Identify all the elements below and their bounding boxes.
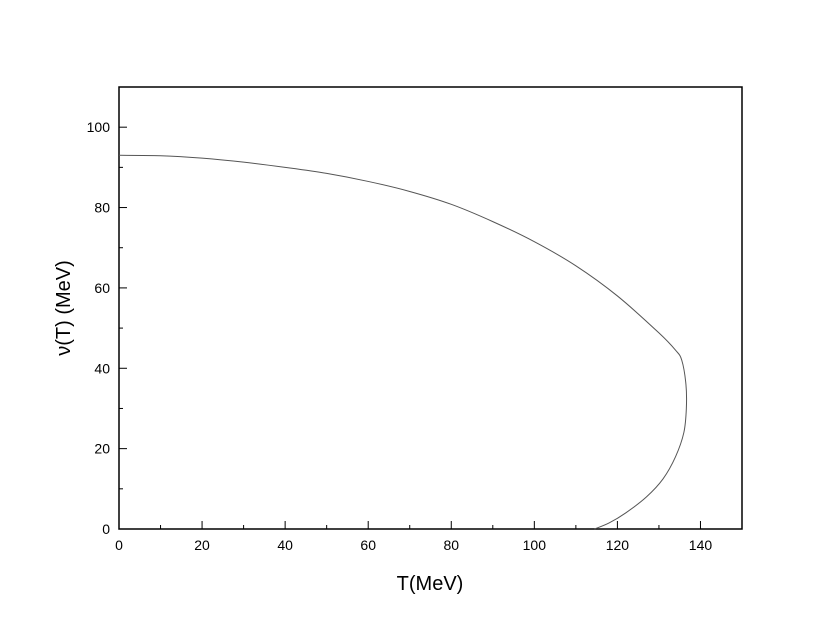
x-axis-ticks: 0 20 40 60 80 100 120 140 [115, 521, 743, 553]
y-axis-title: ν(T) (MeV) [53, 260, 75, 356]
x-tick-label: 20 [194, 537, 210, 553]
x-tick-label: 140 [689, 537, 713, 553]
y-tick-label: 40 [94, 360, 110, 376]
x-tick-label: 100 [523, 537, 547, 553]
x-axis-title: T(MeV) [397, 573, 464, 595]
y-tick-label: 0 [102, 521, 110, 537]
x-tick-label: 40 [277, 537, 293, 553]
series-line [118, 154, 688, 530]
y-tick-label: 80 [94, 200, 110, 216]
y-tick-label: 60 [94, 280, 110, 296]
plot-frame [118, 86, 743, 530]
y-axis-ticks: 0 20 40 60 80 100 [87, 86, 127, 537]
x-tick-label: 80 [443, 537, 459, 553]
y-tick-label: 100 [87, 119, 111, 135]
y-tick-label: 20 [94, 441, 110, 457]
x-tick-label: 60 [360, 537, 376, 553]
x-tick-label: 120 [606, 537, 630, 553]
x-tick-label: 0 [115, 537, 123, 553]
